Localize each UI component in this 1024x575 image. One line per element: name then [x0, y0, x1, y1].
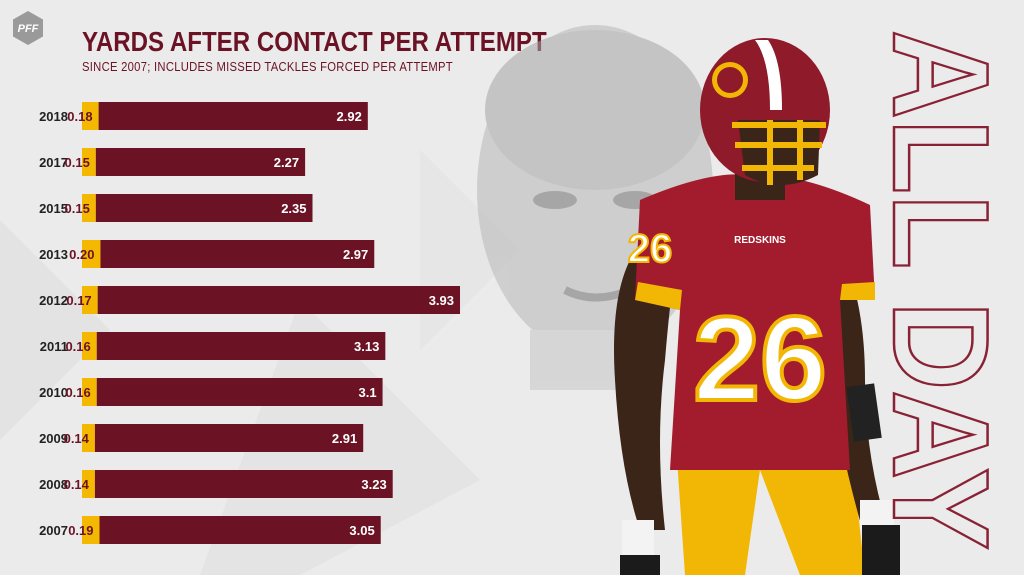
gold-bar-value: 0.16: [65, 339, 90, 354]
year-label: 2008: [39, 477, 68, 492]
maroon-bar-value: 3.05: [349, 523, 374, 538]
chart-title: YARDS AFTER CONTACT PER ATTEMPT: [82, 26, 547, 57]
year-label: 2009: [39, 431, 68, 446]
maroon-bar: [94, 470, 393, 498]
gold-bar-value: 0.19: [68, 523, 93, 538]
maroon-bar: [95, 148, 306, 176]
gold-bar: [82, 516, 100, 544]
logo-text: PFF: [18, 23, 39, 35]
maroon-bar-value: 2.35: [281, 201, 306, 216]
year-label: 2018: [39, 109, 68, 124]
side-text-all-day: ALL DAY: [866, 29, 1006, 552]
gold-bar-value: 0.15: [65, 155, 90, 170]
gold-bar: [82, 332, 97, 360]
team-wordmark: REDSKINS: [734, 235, 786, 246]
maroon-bar: [96, 332, 386, 360]
maroon-bar: [94, 424, 364, 452]
maroon-bar: [97, 286, 461, 314]
side-text-label: ALL DAY: [866, 30, 1006, 550]
gold-bar-value: 0.15: [65, 201, 90, 216]
gold-bar-value: 0.17: [66, 293, 91, 308]
year-label: 2013: [39, 247, 68, 262]
gold-bar-value: 0.14: [64, 431, 90, 446]
gold-bar: [82, 194, 96, 222]
pff-logo: PFF: [13, 11, 43, 45]
maroon-bar: [98, 102, 368, 130]
gold-bar: [82, 286, 98, 314]
gold-bar-value: 0.16: [65, 385, 90, 400]
maroon-bar-value: 2.27: [274, 155, 299, 170]
maroon-bar: [95, 194, 313, 222]
maroon-bar-value: 2.92: [337, 109, 362, 124]
maroon-bar-value: 3.93: [429, 293, 454, 308]
gold-bar: [82, 148, 96, 176]
gold-bar: [82, 240, 101, 268]
maroon-bar: [100, 240, 375, 268]
gold-bar-value: 0.14: [64, 477, 90, 492]
year-label: 2017: [39, 155, 68, 170]
maroon-bar: [99, 516, 381, 544]
year-label: 2007: [39, 523, 68, 538]
player-figure: 26 26 REDSKINS: [614, 38, 900, 575]
gold-bar: [82, 470, 95, 498]
maroon-bar-value: 3.13: [354, 339, 379, 354]
chart-subtitle: SINCE 2007; INCLUDES MISSED TACKLES FORC…: [82, 60, 453, 74]
maroon-bar: [96, 378, 383, 406]
gold-bar: [82, 102, 99, 130]
year-label: 2010: [39, 385, 68, 400]
maroon-bar-value: 2.91: [332, 431, 357, 446]
maroon-bar-value: 2.97: [343, 247, 368, 262]
player-illustration: 26 26 REDSKINS: [477, 25, 900, 575]
helmet: [700, 38, 830, 185]
year-label: 2011: [40, 339, 68, 354]
year-label: 2012: [39, 293, 68, 308]
gold-bar: [82, 378, 97, 406]
maroon-bar-value: 3.1: [358, 385, 376, 400]
sleeve-number: 26: [628, 227, 673, 271]
maroon-bar-value: 3.23: [361, 477, 386, 492]
gold-bar: [82, 424, 95, 452]
gold-bar-value: 0.20: [69, 247, 94, 262]
year-label: 2015: [39, 201, 68, 216]
gold-bar-value: 0.18: [67, 109, 92, 124]
jersey-number: 26: [693, 292, 826, 426]
